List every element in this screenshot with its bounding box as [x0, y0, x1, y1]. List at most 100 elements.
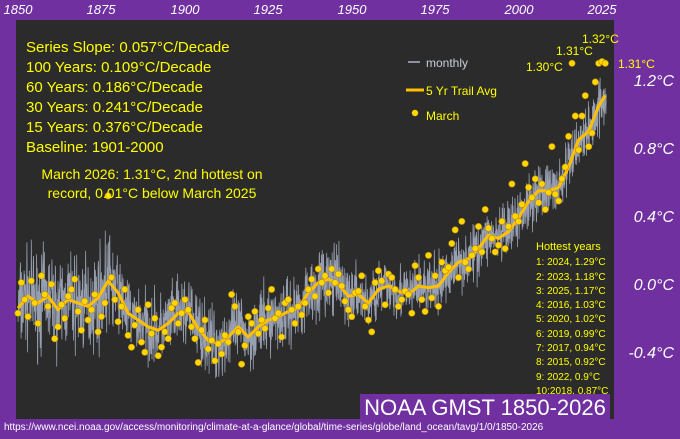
march-point — [508, 180, 516, 188]
march-point — [411, 262, 419, 270]
march-point — [551, 190, 559, 198]
x-tick-label: 1900 — [170, 2, 200, 17]
legend-marks — [406, 61, 424, 117]
march-point — [158, 343, 166, 351]
source-url[interactable]: https://www.ncei.noaa.gov/access/monitor… — [4, 422, 544, 433]
hottest-item: 5: 2020, 1.02°C — [536, 314, 606, 326]
march-point — [488, 234, 496, 242]
march-point — [444, 263, 452, 271]
march-point — [541, 206, 549, 214]
march-point — [87, 306, 95, 314]
march-point — [431, 272, 439, 280]
march-point — [501, 245, 509, 253]
march-point — [525, 183, 533, 191]
march-point — [264, 304, 272, 312]
march-point — [214, 340, 222, 348]
march-point — [151, 314, 159, 322]
chart-title-banner: NOAA GMST 1850-2026 — [360, 394, 610, 422]
march-point — [361, 302, 369, 310]
hottest-item: 3: 2025, 1.17°C — [536, 285, 606, 297]
march-point — [208, 336, 216, 344]
march-point — [331, 279, 339, 287]
march-point — [368, 328, 376, 336]
march-point — [201, 316, 209, 324]
march-point — [398, 296, 406, 304]
march-point — [491, 248, 499, 256]
march-point — [91, 290, 99, 298]
march-point — [274, 309, 282, 317]
march-point — [505, 223, 513, 231]
march-point — [404, 290, 412, 298]
march-point — [344, 306, 352, 314]
march-point — [164, 335, 172, 343]
march-point — [474, 223, 482, 231]
march-point — [538, 180, 546, 188]
march-point — [184, 306, 192, 314]
x-tick-label: 2025 — [587, 2, 617, 17]
x-tick-label: 1850 — [3, 2, 33, 17]
march-point — [548, 143, 556, 151]
march-point — [328, 265, 336, 273]
march-point — [478, 248, 486, 256]
march-point — [261, 324, 269, 332]
march-point — [57, 301, 65, 309]
hottest-item: 7: 2017, 0.94°C — [536, 343, 606, 355]
march-point — [54, 323, 62, 331]
march-point — [44, 302, 52, 310]
hottest-years-list: Hottest years 1: 2024, 1.29°C 2: 2023, 1… — [536, 240, 608, 399]
march-point — [578, 112, 586, 120]
march-point — [41, 290, 49, 298]
march-point — [141, 348, 149, 356]
hottest-item: 10:2018, 0.87°C — [536, 385, 609, 397]
march-point — [34, 319, 42, 327]
march-point — [204, 345, 212, 353]
legend-label-monthly: monthly — [426, 56, 469, 70]
callout-label: 1.31°C — [556, 44, 593, 58]
march-point — [31, 299, 39, 307]
march-point — [545, 189, 553, 197]
march-point — [221, 331, 229, 339]
march-point — [51, 335, 59, 343]
march-point — [21, 296, 29, 304]
march-point — [354, 287, 362, 295]
march-point — [381, 301, 389, 309]
march-point — [128, 343, 136, 351]
march-point — [211, 357, 219, 365]
march-point — [278, 333, 286, 341]
march-point — [341, 297, 349, 305]
march-point — [511, 212, 519, 220]
march-point — [298, 311, 306, 319]
march-point — [97, 313, 105, 321]
march-point — [148, 330, 156, 338]
march-point — [27, 277, 35, 285]
march-point — [174, 319, 182, 327]
march-point — [188, 323, 196, 331]
march-point — [291, 319, 299, 327]
march-point — [234, 328, 242, 336]
march-point — [161, 328, 169, 336]
march-point — [528, 194, 536, 202]
march-point — [371, 279, 379, 287]
march-point — [391, 285, 399, 293]
march-point — [194, 358, 202, 366]
hottest-item: 1: 2024, 1.29°C — [536, 257, 606, 269]
march-point — [101, 299, 109, 307]
march-point — [181, 296, 189, 304]
march-point — [258, 316, 266, 324]
march-point — [408, 309, 416, 317]
march-point — [218, 350, 226, 358]
y-tick-label: -0.4°C — [628, 345, 674, 362]
march-point — [198, 326, 206, 334]
march-point — [107, 273, 115, 281]
march-point — [571, 112, 579, 120]
march-point — [64, 292, 72, 300]
march-point — [591, 78, 599, 86]
march-point — [565, 132, 573, 140]
march-point — [471, 245, 479, 253]
march-point — [111, 296, 119, 304]
march-point — [568, 59, 576, 67]
hottest-item: 4: 2016, 1.03°C — [536, 300, 606, 312]
march-point — [481, 206, 489, 214]
march-point — [318, 279, 326, 287]
